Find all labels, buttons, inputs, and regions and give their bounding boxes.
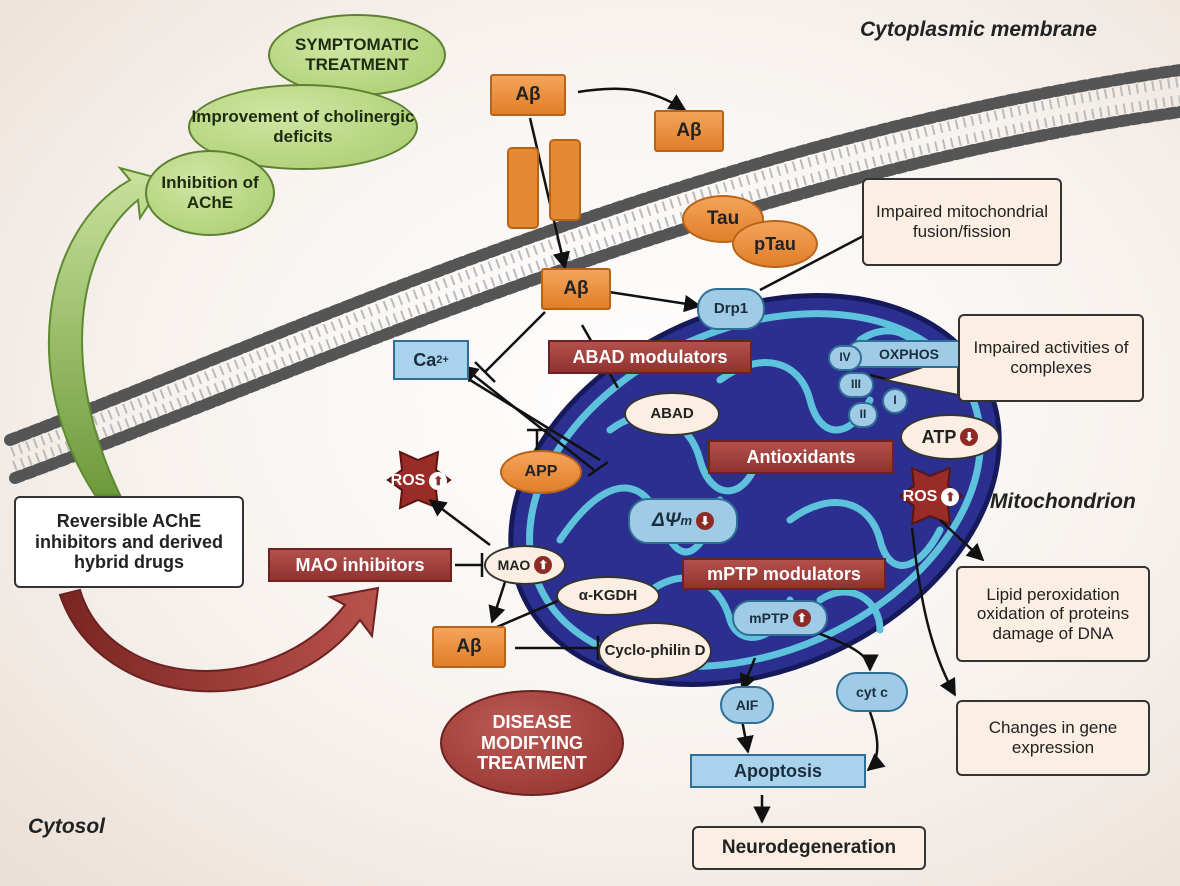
mptp-text: mPTP bbox=[749, 609, 789, 626]
improvement-cholinergic-oval: Improvement of cholinergic deficits bbox=[188, 84, 418, 170]
gene-expression-box: Changes in gene expression bbox=[956, 700, 1150, 776]
mao-text: MAO bbox=[497, 556, 531, 573]
apoptosis-box: Apoptosis bbox=[690, 754, 866, 788]
symptomatic-treatment-oval: SYMPTOMATIC TREATMENT bbox=[268, 14, 446, 96]
mptp-pill: mPTP ⬆ bbox=[732, 600, 828, 636]
antioxidants-box: Antioxidants bbox=[708, 440, 894, 474]
abeta-inner-box: Aβ bbox=[541, 268, 611, 310]
atp-down-icon: ⬇ bbox=[960, 428, 979, 446]
mptp-up-icon: ⬆ bbox=[792, 609, 811, 627]
impaired-complexes-box: Impaired activities of complexes bbox=[958, 314, 1144, 402]
delta-psi-sub: m bbox=[680, 512, 693, 528]
neurodegeneration-box: Neurodegeneration bbox=[692, 826, 926, 870]
lipid-peroxidation-box: Lipid peroxidation oxidation of proteins… bbox=[956, 566, 1150, 662]
mao-oval: MAO ⬆ bbox=[484, 545, 566, 585]
ros-mito-up-icon: ⬆ bbox=[941, 488, 960, 506]
cytoplasmic-membrane-label: Cytoplasmic membrane bbox=[860, 18, 1097, 41]
atp-oval: ATP ⬇ bbox=[900, 414, 1000, 460]
atp-text: ATP bbox=[921, 426, 957, 447]
abad-oval: ABAD bbox=[624, 392, 720, 436]
calcium-sup: 2+ bbox=[436, 353, 449, 366]
calcium-text: Ca bbox=[413, 349, 437, 370]
mptp-modulators-box: mPTP modulators bbox=[682, 558, 886, 590]
ros-star-mito bbox=[898, 466, 964, 526]
drp1-pill: Drp1 bbox=[697, 288, 765, 330]
cytc-pill: cyt c bbox=[836, 672, 908, 712]
tau-oval: Tau bbox=[682, 195, 764, 243]
app-oval: APP bbox=[500, 450, 582, 494]
cyclophilin-oval: Cyclo-philin D bbox=[598, 622, 712, 680]
disease-modifying-arrow bbox=[58, 586, 380, 693]
channel-right bbox=[549, 139, 581, 221]
calcium-box: Ca 2+ bbox=[393, 340, 469, 380]
mao-up-icon: ⬆ bbox=[534, 556, 553, 574]
ros-cytosol-up-icon: ⬆ bbox=[429, 472, 448, 490]
ros-mito-label: ROS ⬆ bbox=[900, 482, 962, 512]
abeta-bottom-box: Aβ bbox=[432, 626, 506, 668]
reversible-ache-inhibitors-box: Reversible AChE inhibitors and derived h… bbox=[14, 496, 244, 588]
delta-psi-down-icon: ⬇ bbox=[696, 512, 715, 530]
ptau-oval: pTau bbox=[732, 220, 818, 268]
ros-mito-text: ROS bbox=[902, 487, 938, 505]
connectors bbox=[428, 87, 985, 824]
abeta-membrane-box: Aβ bbox=[654, 110, 724, 152]
ros-cytosol-label: ROS ⬆ bbox=[388, 466, 450, 496]
ros-cytosol-text: ROS bbox=[390, 471, 426, 489]
impaired-fusion-box: Impaired mitochondrial fusion/fission bbox=[862, 178, 1062, 266]
membrane-potential-pill: ΔΨ m ⬇ bbox=[628, 498, 738, 544]
cytoplasmic-membrane bbox=[4, 64, 1180, 484]
abeta-top-box: Aβ bbox=[490, 74, 566, 116]
channel-left bbox=[507, 147, 539, 229]
complex-iii: III bbox=[838, 372, 874, 398]
oxphos-pill: OXPHOS bbox=[846, 340, 972, 368]
aif-pill: AIF bbox=[720, 686, 774, 724]
inhibition-ache-oval: Inhibition of AChE bbox=[145, 150, 275, 236]
complex-i: I bbox=[882, 388, 908, 414]
complex-ii: II bbox=[848, 402, 878, 428]
disease-modifying-oval: DISEASE MODIFYING TREATMENT bbox=[440, 690, 624, 796]
delta-psi-text: ΔΨ bbox=[651, 510, 681, 532]
mitochondrion-label: Mitochondrion bbox=[990, 490, 1136, 513]
cytosol-label: Cytosol bbox=[28, 815, 106, 838]
abad-modulators-box: ABAD modulators bbox=[548, 340, 752, 374]
complex-iv: IV bbox=[828, 345, 862, 371]
mao-inhibitors-box: MAO inhibitors bbox=[268, 548, 452, 582]
akgdh-oval: α-KGDH bbox=[556, 576, 660, 616]
